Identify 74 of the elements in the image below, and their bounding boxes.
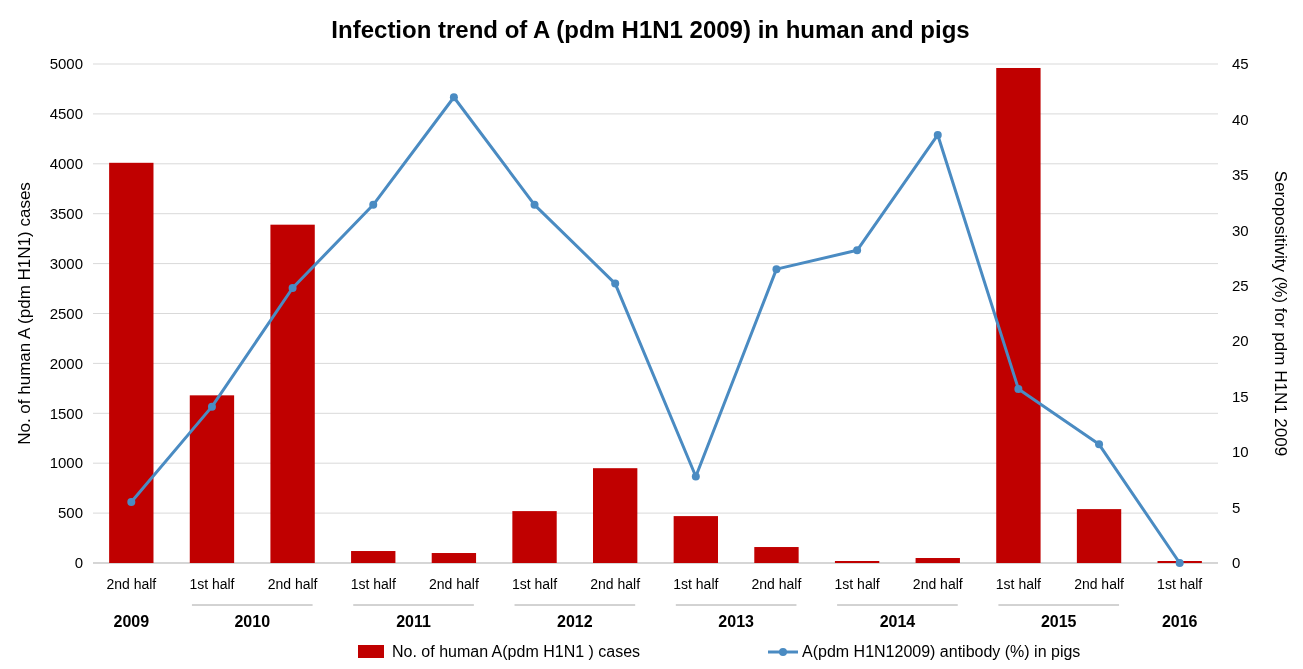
point — [127, 498, 136, 507]
y-tick-label: 2500 — [49, 304, 83, 322]
x-tick-label: 1st half — [995, 576, 1042, 592]
text: 2015 — [1040, 613, 1077, 630]
text: 2013 — [718, 613, 755, 630]
text: 2014 — [879, 613, 916, 630]
bar — [593, 468, 638, 563]
bar — [915, 558, 960, 563]
legend-label: A(pdm H1N12009) antibody (%) in pigs — [802, 643, 1081, 660]
point — [530, 200, 539, 209]
y2-tick-label: 25 — [1232, 277, 1249, 295]
bar — [754, 547, 799, 563]
x-tick-label: 2nd half — [590, 576, 641, 592]
x-tick-label: 2nd half — [912, 576, 963, 592]
text: 2010 — [234, 613, 271, 630]
bar — [351, 551, 396, 563]
y-tick-label: 0 — [74, 554, 83, 572]
point — [691, 472, 700, 481]
point — [1014, 384, 1023, 393]
point — [853, 246, 862, 255]
y-tick-label: 2000 — [49, 354, 83, 372]
bar — [431, 553, 477, 563]
bar — [270, 224, 315, 563]
text: 2016 — [1161, 613, 1198, 630]
x-tick-label: 2nd half — [267, 576, 318, 592]
y-tick-label: 1000 — [49, 454, 83, 472]
point — [449, 93, 458, 102]
y2-tick-label: 40 — [1232, 110, 1249, 128]
legend-label: No. of human A(pdm H1N1 ) cases — [392, 643, 641, 660]
x-tick-label: 1st half — [350, 576, 396, 592]
x-tick-label: 1st half — [1157, 576, 1203, 592]
y-tick-label: 3500 — [49, 204, 83, 222]
y-tick-label: 500 — [57, 504, 83, 522]
y-tick-label: 4500 — [49, 105, 83, 123]
bar — [996, 67, 1041, 563]
x-tick-label: 1st half — [511, 576, 558, 592]
x-tick-label: 1st half — [834, 576, 880, 592]
text: 2011 — [396, 613, 432, 630]
y2-axis-title: Seropositivity (%) for pdm H1N1 2009 — [1271, 170, 1290, 457]
bar — [673, 516, 718, 563]
point — [288, 284, 297, 292]
point — [611, 279, 620, 288]
y2-tick-label: 20 — [1232, 332, 1249, 350]
y2-tick-label: 15 — [1232, 387, 1249, 405]
point — [933, 130, 942, 139]
x-tick-label: 1st half — [673, 576, 719, 592]
y2-tick-label: 35 — [1232, 166, 1249, 184]
x-tick-label: 2nd half — [428, 576, 479, 592]
point — [1175, 559, 1184, 567]
x-tick-label: 2nd half — [106, 576, 157, 592]
point — [207, 402, 216, 411]
x-tick-label: 1st half — [189, 576, 235, 592]
text: 2009 — [113, 613, 150, 630]
y2-tick-label: 10 — [1232, 443, 1249, 461]
y2-tick-label: 45 — [1232, 55, 1249, 73]
text: 2012 — [557, 613, 593, 630]
y2-tick-label: 30 — [1232, 221, 1249, 239]
y2-tick-label: 5 — [1232, 498, 1241, 516]
bar — [189, 395, 235, 563]
point — [1095, 440, 1104, 449]
point — [772, 265, 781, 274]
x-tick-label: 2nd half — [1074, 576, 1125, 592]
bar — [109, 162, 154, 563]
bar — [1076, 509, 1122, 563]
y-tick-label: 5000 — [49, 55, 83, 73]
point — [369, 200, 378, 209]
y-tick-label: 4000 — [49, 155, 83, 173]
chart-title: Infection trend of A (pdm H1N1 2009) in human and pigs — [331, 16, 970, 43]
bar — [512, 511, 557, 563]
y-tick-label: 3000 — [49, 254, 83, 272]
y-axis-title: No. of human A (pdm H1N1) cases — [15, 182, 34, 445]
x-tick-label: 2nd half — [751, 576, 802, 592]
y-tick-label: 1500 — [49, 404, 83, 422]
y2-tick-label: 0 — [1232, 554, 1241, 572]
